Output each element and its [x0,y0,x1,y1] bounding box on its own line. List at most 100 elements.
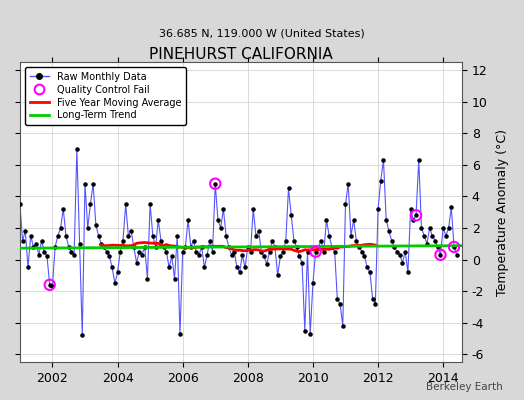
Point [390,244,399,250]
Point [320,248,328,255]
Point [363,264,372,271]
Point [393,248,401,255]
Point [64,244,73,250]
Point [46,282,54,288]
Point [227,252,236,258]
Point [325,233,333,239]
Point [314,244,323,250]
Point [292,244,301,250]
Point [214,217,222,223]
Point [450,244,458,250]
Text: 36.685 N, 119.000 W (United States): 36.685 N, 119.000 W (United States) [159,28,365,38]
Point [105,253,114,260]
Point [347,233,355,239]
Point [187,244,195,250]
Point [442,233,450,239]
Point [439,225,447,231]
Point [108,264,116,271]
Point [222,233,230,239]
Text: Berkeley Earth: Berkeley Earth [427,382,503,392]
Point [53,233,62,239]
Point [195,252,203,258]
Point [192,248,201,255]
Point [168,253,176,260]
Point [238,252,247,258]
Point [377,177,385,184]
Point [311,248,320,255]
Point [433,244,442,250]
Point [198,244,206,250]
Point [453,252,461,258]
Point [205,237,214,244]
Point [43,253,51,260]
Point [450,244,458,250]
Legend: Raw Monthly Data, Quality Control Fail, Five Year Moving Average, Long-Term Tren: Raw Monthly Data, Quality Control Fail, … [25,67,186,125]
Point [162,248,171,255]
Point [428,233,436,239]
Point [159,244,168,250]
Point [59,206,68,212]
Point [78,332,86,339]
Point [211,180,220,187]
Point [111,280,119,286]
Point [333,296,342,302]
Point [37,237,46,244]
Point [271,244,279,250]
Point [436,252,445,258]
Point [260,253,268,260]
Point [21,228,29,234]
Point [230,248,238,255]
Point [176,331,184,337]
Point [309,280,317,286]
Point [350,217,358,223]
Point [122,201,130,208]
Point [146,201,154,208]
Point [447,204,455,210]
Point [417,225,425,231]
Point [165,264,173,271]
Point [97,240,105,247]
Point [409,217,418,223]
Point [403,269,412,275]
Point [412,212,420,218]
Point [225,244,233,250]
Point [127,228,135,234]
Point [151,244,160,250]
Point [374,206,382,212]
Point [35,252,43,258]
Point [401,248,409,255]
Point [67,248,75,255]
Point [62,233,70,239]
Point [133,260,141,266]
Point [116,248,125,255]
Point [235,269,244,275]
Point [412,212,420,218]
Point [322,217,331,223]
Point [86,201,95,208]
Point [246,248,255,255]
Point [336,301,344,307]
Point [170,275,179,282]
Point [274,272,282,278]
Point [113,269,122,275]
Point [138,252,146,258]
Point [341,201,350,208]
Point [279,248,287,255]
Point [398,260,407,266]
Point [396,252,404,258]
Point [328,244,336,250]
Point [75,240,84,247]
Point [48,283,57,290]
Point [268,237,277,244]
Point [379,157,388,163]
Point [371,301,379,307]
Point [83,225,92,231]
Point [298,260,306,266]
Point [420,233,429,239]
Point [94,233,103,239]
Point [154,217,162,223]
Point [200,264,209,271]
Point [414,157,423,163]
Point [143,275,151,282]
Point [70,252,78,258]
